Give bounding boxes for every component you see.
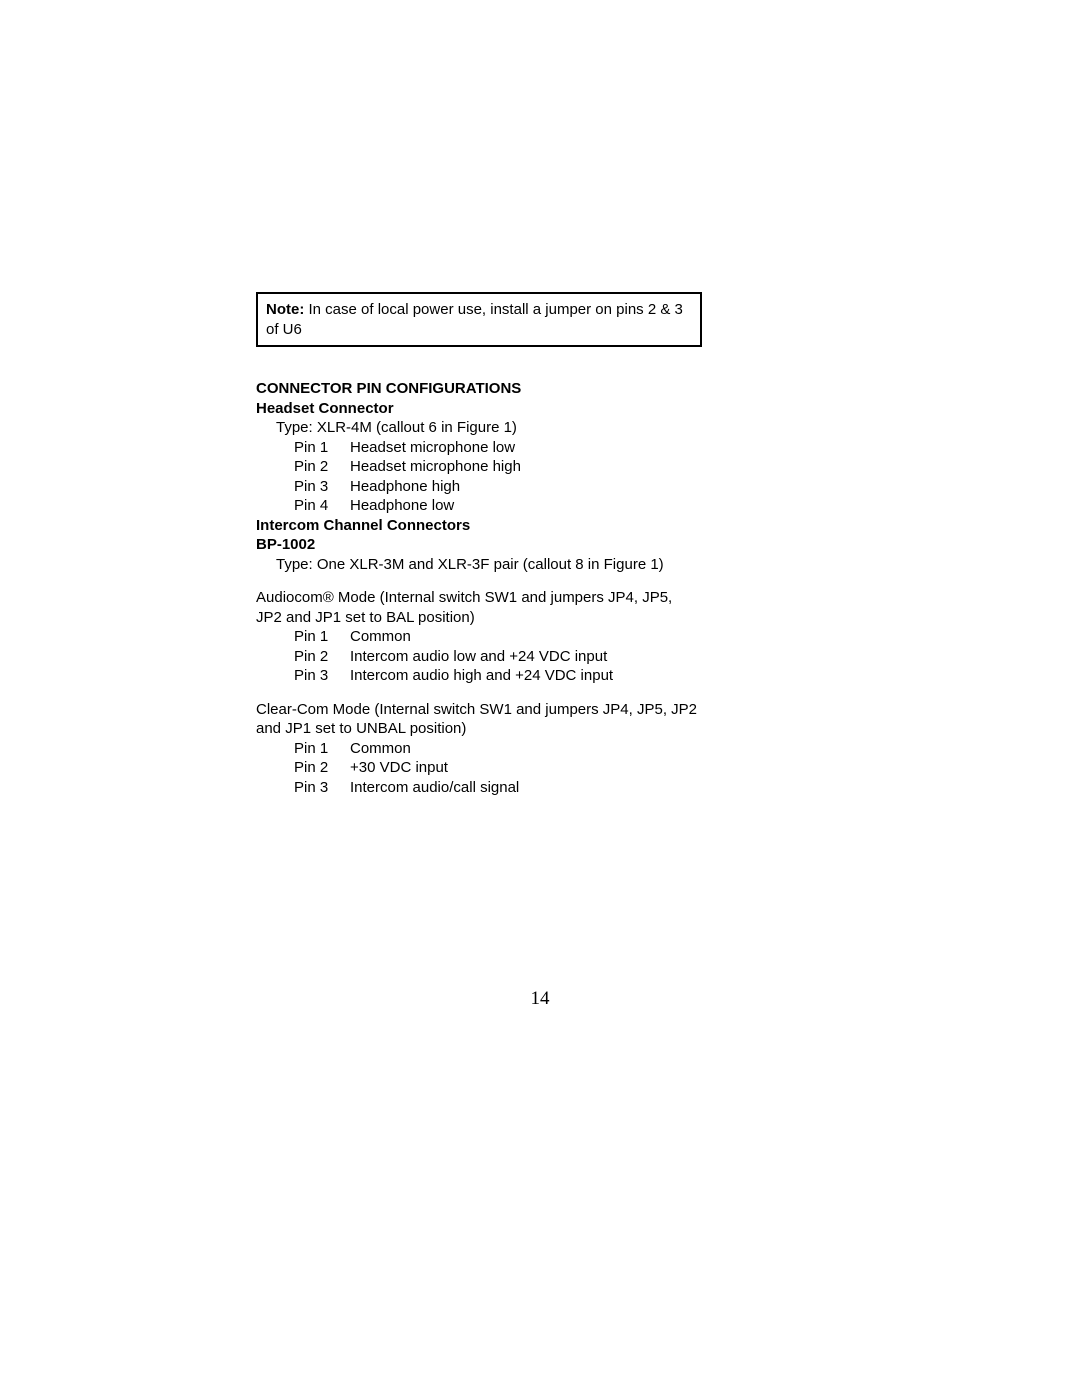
- note-box: Note: In case of local power use, instal…: [256, 292, 702, 347]
- pin-row: Pin 1 Headset microphone low: [256, 438, 702, 458]
- clearcom-text: Clear-Com Mode (Internal switch SW1 and …: [256, 700, 702, 739]
- headset-heading: Headset Connector: [256, 399, 702, 419]
- pin-desc: Headphone low: [350, 496, 702, 516]
- audiocom-text: Audiocom® Mode (Internal switch SW1 and …: [256, 588, 702, 627]
- pin-label: Pin 2: [294, 758, 350, 778]
- pin-row: Pin 1 Common: [256, 739, 702, 759]
- pin-label: Pin 3: [294, 477, 350, 497]
- page-number: 14: [0, 988, 1080, 1010]
- pin-row: Pin 2 Intercom audio low and +24 VDC inp…: [256, 647, 702, 667]
- pin-row: Pin 3 Intercom audio high and +24 VDC in…: [256, 666, 702, 686]
- pin-desc: Intercom audio/call signal: [350, 778, 702, 798]
- pin-label: Pin 3: [294, 778, 350, 798]
- pin-desc: Intercom audio high and +24 VDC input: [350, 666, 702, 686]
- pin-label: Pin 1: [294, 627, 350, 647]
- note-label: Note:: [266, 301, 304, 318]
- pin-desc: Common: [350, 627, 702, 647]
- pin-row: Pin 3 Intercom audio/call signal: [256, 778, 702, 798]
- pin-row: Pin 1 Common: [256, 627, 702, 647]
- pin-label: Pin 1: [294, 739, 350, 759]
- pin-row: Pin 2 +30 VDC input: [256, 758, 702, 778]
- pin-desc: Intercom audio low and +24 VDC input: [350, 647, 702, 667]
- pin-desc: Headset microphone high: [350, 457, 702, 477]
- pin-row: Pin 2 Headset microphone high: [256, 457, 702, 477]
- pin-desc: Common: [350, 739, 702, 759]
- pin-label: Pin 1: [294, 438, 350, 458]
- intercom-type: Type: One XLR-3M and XLR-3F pair (callou…: [256, 555, 702, 575]
- section-heading: CONNECTOR PIN CONFIGURATIONS: [256, 379, 702, 399]
- intercom-heading2: BP-1002: [256, 535, 702, 555]
- pin-label: Pin 2: [294, 457, 350, 477]
- pin-label: Pin 4: [294, 496, 350, 516]
- pin-row: Pin 4 Headphone low: [256, 496, 702, 516]
- note-text: In case of local power use, install a ju…: [266, 301, 683, 338]
- pin-desc: Headphone high: [350, 477, 702, 497]
- pin-label: Pin 3: [294, 666, 350, 686]
- pin-row: Pin 3 Headphone high: [256, 477, 702, 497]
- headset-type: Type: XLR-4M (callout 6 in Figure 1): [256, 418, 702, 438]
- pin-label: Pin 2: [294, 647, 350, 667]
- intercom-heading1: Intercom Channel Connectors: [256, 516, 702, 536]
- pin-desc: Headset microphone low: [350, 438, 702, 458]
- pin-desc: +30 VDC input: [350, 758, 702, 778]
